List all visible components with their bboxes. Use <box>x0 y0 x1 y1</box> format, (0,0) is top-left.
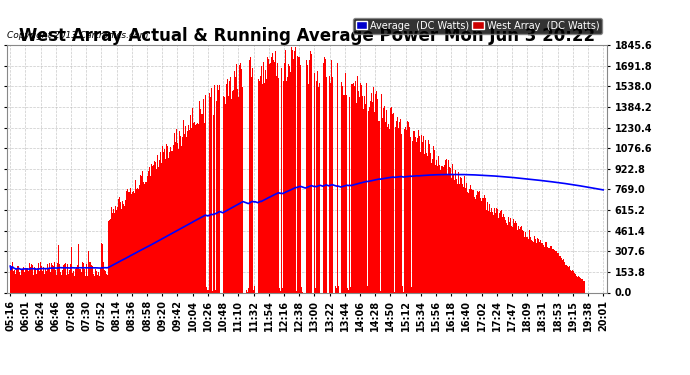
Title: West Array Actual & Running Average Power Mon Jun 3 20:22: West Array Actual & Running Average Powe… <box>19 27 595 45</box>
Legend: Average  (DC Watts), West Array  (DC Watts): Average (DC Watts), West Array (DC Watts… <box>353 18 602 33</box>
Text: Copyright 2013 Cartronics.com: Copyright 2013 Cartronics.com <box>7 31 148 40</box>
